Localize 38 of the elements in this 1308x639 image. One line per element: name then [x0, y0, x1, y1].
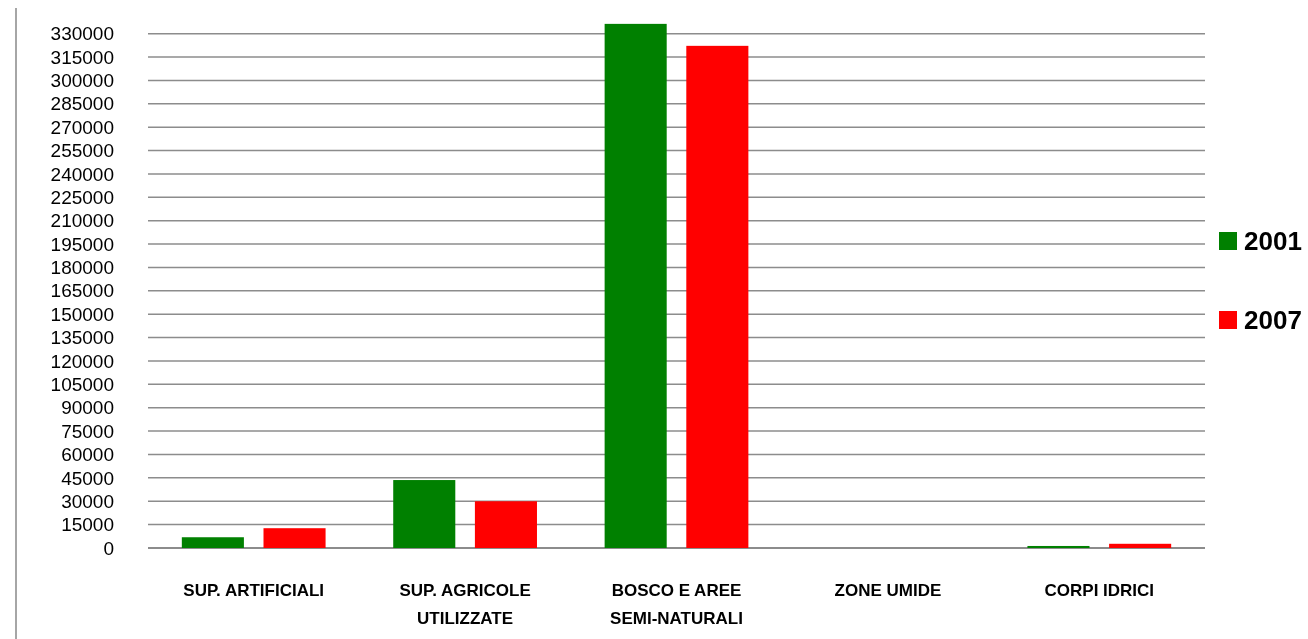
y-tick-label: 180000 — [50, 257, 114, 279]
y-tick-label: 150000 — [50, 303, 114, 325]
bar — [1027, 545, 1090, 548]
x-tick-label: BOSCO E AREE SEMI-NATURALI — [610, 581, 743, 628]
y-tick-label: 105000 — [50, 374, 114, 396]
legend-label: 2007 — [1244, 305, 1302, 336]
y-tick-label: 165000 — [50, 280, 114, 302]
x-tick-label: SUP. ARTIFICIALI — [183, 581, 325, 600]
x-tick-label: ZONE UMIDE — [834, 581, 942, 600]
bar — [181, 537, 244, 548]
y-tick-label: 255000 — [50, 140, 114, 162]
y-tick-label: 75000 — [61, 420, 114, 442]
y-tick-label: 120000 — [50, 350, 114, 372]
y-tick-label: 30000 — [61, 490, 114, 512]
y-tick-label: 45000 — [61, 467, 114, 489]
y-tick-label: 285000 — [50, 93, 114, 115]
y-tick-label: 300000 — [50, 70, 114, 92]
bar — [604, 23, 667, 548]
bar — [393, 480, 456, 548]
y-tick-label: 15000 — [61, 514, 114, 536]
y-tick-label: 195000 — [50, 233, 114, 255]
y-tick-label: 240000 — [50, 163, 114, 185]
legend-label: 2001 — [1244, 226, 1302, 257]
x-tick-label: CORPI IDRICI — [1044, 581, 1155, 600]
y-tick-label: 315000 — [50, 46, 114, 68]
y-tick-label: 90000 — [61, 397, 114, 419]
bar — [686, 45, 749, 548]
y-tick-label: 270000 — [50, 116, 114, 138]
x-tick-label: SUP. AGRICOLE UTILIZZATE — [399, 581, 531, 628]
y-tick-label: 60000 — [61, 444, 114, 466]
y-tick-label: 330000 — [50, 23, 114, 45]
y-tick-label: 210000 — [50, 210, 114, 232]
bar — [474, 501, 537, 548]
bar — [1109, 543, 1172, 548]
y-tick-label: 135000 — [50, 327, 114, 349]
y-tick-label: 0 — [103, 537, 114, 559]
y-tick-label: 225000 — [50, 186, 114, 208]
bar — [263, 528, 326, 548]
